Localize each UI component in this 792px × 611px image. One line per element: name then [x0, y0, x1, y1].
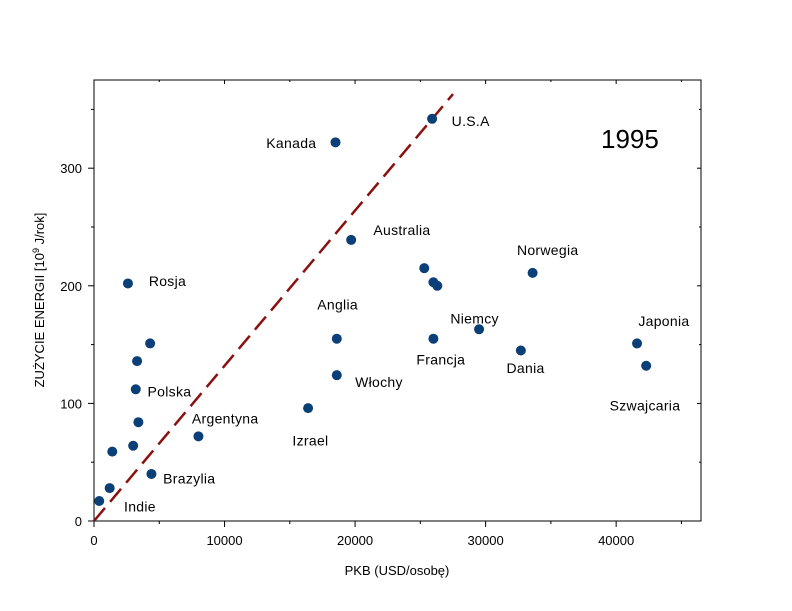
point-label: Francja — [416, 352, 465, 368]
data-point — [432, 280, 443, 291]
data-point — [145, 338, 156, 349]
data-point — [94, 496, 105, 507]
data-point — [330, 137, 341, 148]
point-label: Argentyna — [192, 410, 259, 426]
data-point — [146, 468, 157, 479]
data-point — [641, 360, 652, 371]
data-point — [632, 338, 643, 349]
point-label: Polska — [148, 383, 192, 399]
data-point — [122, 278, 133, 289]
data-point — [128, 440, 139, 451]
point-label: Kanada — [266, 135, 316, 151]
point-label: Japonia — [638, 313, 689, 329]
x-axis-title: PKB (USD/osobę) — [345, 563, 450, 578]
point-label: Izrael — [292, 433, 328, 449]
y-axis-title-exponent: 9 — [31, 248, 41, 253]
data-point — [104, 483, 115, 494]
y-tick-label: 100 — [60, 396, 82, 411]
data-point — [527, 267, 538, 278]
data-point — [130, 384, 141, 395]
axis-ticks — [88, 80, 701, 527]
data-point — [132, 356, 143, 367]
point-label: Anglia — [317, 296, 358, 312]
point-labels: U.S.A Kanada Australia Norwegia Rosja Anglia N… — [124, 113, 689, 515]
y-tick-label: 200 — [60, 279, 82, 294]
x-tick-label: 30000 — [468, 533, 504, 548]
y-tick-label: 300 — [60, 161, 82, 176]
point-label: Niemcy — [450, 310, 498, 326]
x-tick-label: 0 — [90, 533, 97, 548]
data-point — [107, 446, 118, 457]
x-tick-label: 20000 — [337, 533, 373, 548]
x-tick-label: 10000 — [206, 533, 242, 548]
data-point — [428, 333, 439, 344]
point-label: U.S.A — [452, 113, 490, 129]
data-point — [419, 263, 430, 274]
x-axis-tick-labels: 0 10000 20000 30000 40000 — [90, 533, 634, 548]
point-label: Rosja — [149, 273, 186, 289]
data-point — [346, 234, 357, 245]
y-tick-label: 0 — [75, 514, 82, 529]
plot-area — [93, 79, 702, 522]
data-point — [331, 333, 342, 344]
data-point — [331, 370, 342, 381]
point-label: Australia — [373, 222, 430, 238]
chart-title: 1995 — [601, 124, 659, 154]
data-point — [133, 417, 144, 428]
data-point — [303, 403, 314, 414]
point-label: Norwegia — [517, 242, 579, 258]
y-axis-title-unit: J/rok] — [32, 213, 47, 248]
point-label: Dania — [506, 360, 544, 376]
data-point — [474, 324, 485, 335]
point-label: Indie — [124, 499, 156, 515]
data-point — [427, 113, 438, 124]
x-tick-label: 40000 — [598, 533, 634, 548]
data-point — [193, 431, 204, 442]
data-point — [515, 345, 526, 356]
data-points — [94, 113, 652, 507]
y-axis-title: ZUŻYCIE ENERGII [109 J/rok] — [31, 213, 47, 388]
point-label: Włochy — [355, 374, 403, 390]
point-label: Brazylia — [163, 470, 215, 486]
y-axis-tick-labels: 0 100 200 300 — [60, 161, 82, 529]
trend-line — [93, 93, 454, 522]
y-axis-title-main: ZUŻYCIE ENERGII [10 — [32, 253, 47, 387]
point-label: Szwajcaria — [610, 397, 681, 413]
